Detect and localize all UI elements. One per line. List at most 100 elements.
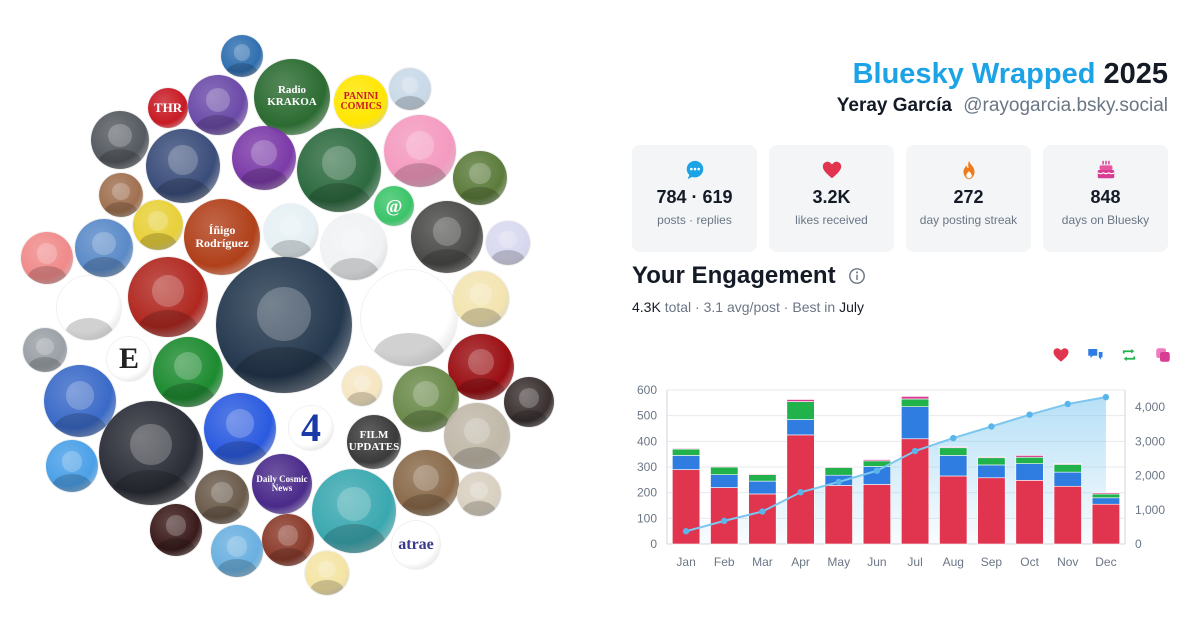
avatar[interactable] — [57, 276, 121, 340]
reply-icon[interactable] — [1086, 346, 1104, 364]
avatar[interactable] — [91, 111, 149, 169]
avatar[interactable]: Radio KRAKOA — [254, 59, 330, 135]
avatar[interactable] — [21, 232, 73, 284]
avatar-silhouette — [226, 536, 248, 558]
avatar-silhouette — [174, 352, 202, 381]
avatar-silhouette — [65, 380, 95, 410]
y-tick-label-left: 400 — [637, 434, 657, 448]
avatar[interactable] — [75, 219, 133, 277]
avatar[interactable] — [384, 115, 456, 187]
avatar[interactable] — [195, 470, 249, 524]
avatar-silhouette — [469, 162, 491, 185]
x-tick-label: Mar — [752, 555, 773, 569]
avatar-silhouette — [467, 348, 495, 375]
avatar[interactable] — [211, 525, 263, 577]
avatar[interactable] — [393, 366, 459, 432]
avatar[interactable] — [221, 35, 263, 77]
avatar-silhouette — [206, 88, 230, 113]
avg-per-post: 3.1 avg/post — [703, 299, 780, 315]
x-tick-label: Dec — [1095, 555, 1116, 569]
avatar[interactable] — [133, 200, 183, 250]
x-tick-label: May — [827, 555, 850, 569]
avatar[interactable] — [232, 126, 296, 190]
quote-icon[interactable] — [1154, 346, 1172, 364]
avatar[interactable] — [99, 401, 203, 505]
bar-segment — [901, 396, 930, 400]
engagement-chart: 0 100 200 300 400 500 600 0 1,000 2,000 3,000 4,000… — [637, 383, 1165, 569]
avatar[interactable] — [342, 366, 382, 406]
y-tick-label-right: 2,000 — [1135, 469, 1165, 483]
avatar[interactable]: 4 — [289, 406, 333, 450]
x-tick-label: Sep — [981, 555, 1003, 569]
y-tick-label-right: 4,000 — [1135, 400, 1165, 414]
avatar[interactable]: atrae — [392, 521, 440, 569]
avatar-silhouette — [256, 286, 312, 342]
bar-segment — [1053, 464, 1082, 473]
avatar[interactable] — [453, 151, 507, 205]
avatar[interactable] — [153, 337, 223, 407]
avatar-silhouette — [432, 216, 462, 246]
avatar[interactable] — [188, 75, 248, 135]
avatar[interactable] — [150, 504, 202, 556]
bar-segment — [977, 456, 1006, 459]
best-month: July — [839, 299, 864, 315]
bar-segment — [1015, 455, 1044, 458]
avatar[interactable]: E — [107, 337, 151, 381]
avatar[interactable] — [264, 204, 318, 258]
avatar[interactable] — [128, 257, 208, 337]
avatar-silhouette — [340, 228, 368, 255]
avatar[interactable]: FILM UPDATES — [347, 415, 401, 469]
avatar-silhouette — [112, 182, 130, 201]
avatar-shoulders — [81, 257, 127, 277]
avatar[interactable]: @ — [374, 186, 414, 226]
bar-segment — [710, 465, 739, 468]
avatar[interactable] — [411, 201, 483, 273]
avatar-logo-text: THR — [153, 100, 183, 116]
stat-label: days on Bluesky — [1061, 213, 1150, 227]
avatar[interactable] — [23, 328, 67, 372]
avatar[interactable]: THR — [148, 88, 188, 128]
bar-segment — [901, 406, 930, 440]
avatar[interactable] — [204, 393, 276, 465]
avatar-silhouette — [412, 380, 440, 407]
avatar[interactable] — [444, 403, 510, 469]
bar-segment — [939, 475, 968, 545]
bar-segment — [672, 455, 701, 470]
avatar[interactable] — [46, 440, 98, 492]
cumulative-point — [1026, 411, 1033, 418]
avatar[interactable] — [146, 129, 220, 203]
avatar[interactable] — [448, 334, 514, 400]
avatar[interactable]: Íñigo Rodríguez — [184, 199, 260, 275]
avatar[interactable] — [99, 173, 143, 217]
cumulative-point — [1102, 393, 1110, 401]
avatar[interactable] — [486, 221, 530, 265]
avatar[interactable] — [457, 472, 501, 516]
avatar[interactable] — [44, 365, 116, 437]
avatar[interactable]: PANINI COMICS — [334, 75, 388, 129]
heart-icon[interactable] — [1052, 346, 1070, 364]
cumulative-point — [759, 508, 766, 515]
bar-segment — [1053, 485, 1082, 545]
avatar[interactable] — [389, 68, 431, 110]
avatar[interactable] — [305, 551, 349, 595]
avatar[interactable] — [216, 257, 352, 393]
stat-value: 848 — [1090, 187, 1121, 207]
avatar[interactable] — [297, 128, 381, 212]
info-icon[interactable] — [848, 267, 866, 285]
user-name: Yeray García — [836, 95, 952, 116]
avatar[interactable]: Daily Cosmic News — [252, 454, 312, 514]
avatar-shoulders — [201, 505, 243, 524]
stat-card-days: 848 days on Bluesky — [1043, 145, 1168, 252]
avatar[interactable] — [361, 270, 457, 366]
user-handle[interactable]: @rayogarcia.bsky.social — [963, 95, 1168, 116]
stat-label: day posting streak — [919, 213, 1018, 227]
avatar[interactable] — [453, 271, 509, 327]
avatar[interactable] — [504, 377, 554, 427]
user-line: Yeray García @rayogarcia.bsky.social — [837, 95, 1168, 117]
repost-icon[interactable] — [1120, 346, 1138, 364]
avatar[interactable] — [393, 450, 459, 516]
avatar[interactable] — [312, 469, 396, 553]
avatar[interactable] — [262, 514, 314, 566]
avatar[interactable] — [321, 214, 387, 280]
avatar-silhouette — [61, 451, 83, 473]
